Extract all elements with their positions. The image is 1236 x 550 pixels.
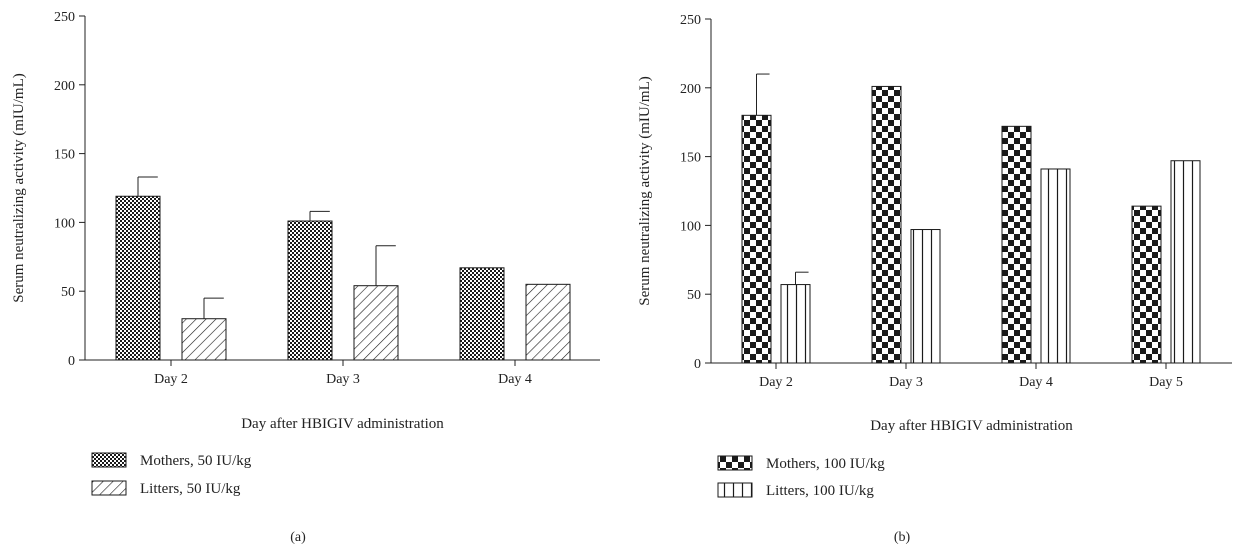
legend-swatch	[91, 480, 127, 496]
bar-coarse-checker-day-5	[1131, 205, 1162, 364]
bar-fine-checker-day-2	[115, 195, 161, 361]
x-axis-label: Day after HBIGIV administration	[870, 418, 1073, 434]
panel-label: (a)	[290, 530, 306, 545]
x-tick-label: Day 2	[759, 375, 793, 390]
legend-label: Litters, 50 IU/kg	[140, 481, 241, 497]
bar-diagonal-hatch-day-2	[181, 318, 227, 361]
y-axis-label: Serum neutralizing activity (mIU/mL)	[637, 76, 653, 306]
y-tick-label: 250	[680, 13, 701, 28]
bar-vertical-stripes-day-4	[1040, 168, 1071, 364]
panel-b: 0 50 100 150 200 250 Serum neutralizing activi…	[637, 13, 1232, 545]
legend-label: Mothers, 100 IU/kg	[766, 456, 885, 472]
legend-swatch	[717, 482, 753, 498]
x-tick-label: Day 3	[889, 375, 923, 390]
y-tick-label: 100	[680, 219, 701, 234]
y-tick-label: 0	[68, 354, 75, 369]
legend-label: Mothers, 50 IU/kg	[140, 453, 252, 469]
panel-label: (b)	[894, 530, 911, 545]
y-tick-label: 100	[54, 216, 75, 231]
y-tick-label: 200	[54, 79, 75, 94]
y-tick-label: 150	[54, 148, 75, 163]
y-tick-label: 0	[694, 357, 701, 372]
x-tick-label: Day 2	[154, 372, 188, 387]
bar-vertical-stripes-day-2	[780, 284, 811, 364]
bar-diagonal-hatch-day-4	[525, 283, 571, 361]
bar-coarse-checker-day-3	[871, 85, 902, 364]
legend-swatch	[91, 452, 127, 468]
bar-coarse-checker-day-4	[1001, 125, 1032, 364]
panel-a: 0 50 100 150 200 250 Serum neutralizing activi…	[11, 10, 600, 545]
y-tick-label: 50	[61, 285, 75, 300]
bar-vertical-stripes-day-5	[1170, 160, 1201, 364]
bar-vertical-stripes-day-3	[910, 229, 941, 364]
y-tick-label: 250	[54, 10, 75, 25]
x-tick-label: Day 4	[498, 372, 532, 387]
y-tick-label: 150	[680, 151, 701, 166]
x-tick-label: Day 3	[326, 372, 360, 387]
y-tick-label: 200	[680, 82, 701, 97]
bar-fine-checker-day-4	[459, 267, 505, 361]
x-tick-label: Day 4	[1019, 375, 1053, 390]
bar-coarse-checker-day-2	[741, 114, 772, 364]
x-tick-label: Day 5	[1149, 375, 1183, 390]
bar-diagonal-hatch-day-3	[353, 285, 399, 361]
x-axis-label: Day after HBIGIV administration	[241, 416, 444, 432]
y-axis-label: Serum neutralizing activity (mIU/mL)	[11, 73, 27, 303]
bar-fine-checker-day-3	[287, 220, 333, 361]
legend-label: Litters, 100 IU/kg	[766, 483, 874, 499]
legend-swatch	[717, 455, 753, 471]
y-tick-label: 50	[687, 288, 701, 303]
